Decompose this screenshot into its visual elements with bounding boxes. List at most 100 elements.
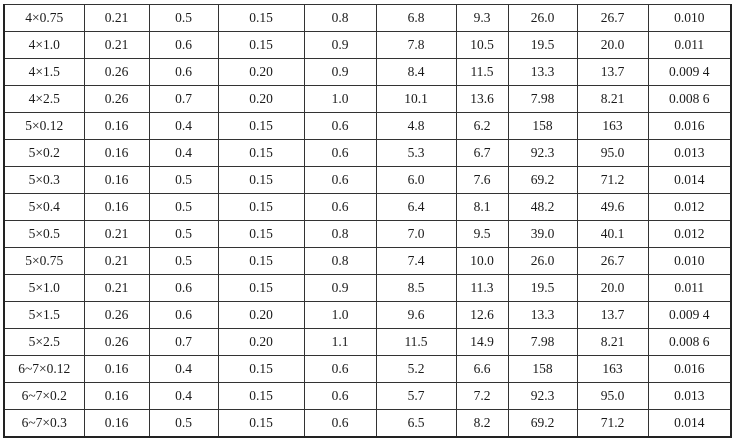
value-cell: 158: [507, 112, 578, 140]
table-row: 6~7×0.12 0.16 0.4 0.15 0.6 5.2 6.6 158 163 0.016: [3, 355, 732, 383]
value-cell: 0.6: [303, 355, 377, 383]
value-cell: 6.4: [375, 193, 457, 221]
value-cell: 11.3: [455, 274, 509, 302]
value-cell: 0.5: [148, 247, 219, 275]
value-cell: 0.009 4: [647, 58, 732, 86]
value-cell: 0.16: [83, 409, 150, 438]
value-cell: 26.7: [576, 247, 649, 275]
value-cell: 1.1: [303, 328, 377, 356]
value-cell: 7.4: [375, 247, 457, 275]
value-cell: 5.2: [375, 355, 457, 383]
value-cell: 8.21: [576, 328, 649, 356]
value-cell: 13.3: [507, 58, 578, 86]
value-cell: 0.15: [217, 382, 305, 410]
table-body: 4×0.75 0.21 0.5 0.15 0.8 6.8 9.3 26.0 26.7 0.010 4…: [3, 4, 732, 438]
value-cell: 0.5: [148, 4, 219, 32]
value-cell: 1.0: [303, 301, 377, 329]
value-cell: 0.6: [303, 139, 377, 167]
value-cell: 0.008 6: [647, 328, 732, 356]
value-cell: 0.6: [148, 31, 219, 59]
value-cell: 0.6: [148, 58, 219, 86]
table-row: 5×1.5 0.26 0.6 0.20 1.0 9.6 12.6 13.3 13.7 0.009 …: [3, 301, 732, 329]
value-cell: 92.3: [507, 382, 578, 410]
value-cell: 0.011: [647, 274, 732, 302]
value-cell: 0.5: [148, 166, 219, 194]
value-cell: 0.15: [217, 247, 305, 275]
table-row: 5×0.3 0.16 0.5 0.15 0.6 6.0 7.6 69.2 71.2 0.014: [3, 166, 732, 194]
table-row: 5×1.0 0.21 0.6 0.15 0.9 8.5 11.3 19.5 20.0 0.011: [3, 274, 732, 302]
value-cell: 0.16: [83, 139, 150, 167]
value-cell: 158: [507, 355, 578, 383]
value-cell: 0.010: [647, 4, 732, 32]
value-cell: 0.8: [303, 220, 377, 248]
value-cell: 0.7: [148, 328, 219, 356]
value-cell: 0.15: [217, 112, 305, 140]
value-cell: 71.2: [576, 409, 649, 438]
value-cell: 48.2: [507, 193, 578, 221]
value-cell: 0.5: [148, 220, 219, 248]
value-cell: 40.1: [576, 220, 649, 248]
value-cell: 0.16: [83, 112, 150, 140]
value-cell: 0.6: [148, 274, 219, 302]
spec-cell: 5×0.12: [3, 112, 85, 140]
value-cell: 13.7: [576, 58, 649, 86]
value-cell: 0.8: [303, 4, 377, 32]
value-cell: 6.5: [375, 409, 457, 438]
value-cell: 0.014: [647, 409, 732, 438]
value-cell: 0.26: [83, 328, 150, 356]
table-row: 6~7×0.3 0.16 0.5 0.15 0.6 6.5 8.2 69.2 71.2 0.014: [3, 409, 732, 438]
value-cell: 0.16: [83, 166, 150, 194]
value-cell: 13.6: [455, 85, 509, 113]
value-cell: 49.6: [576, 193, 649, 221]
spec-cell: 5×1.5: [3, 301, 85, 329]
value-cell: 9.3: [455, 4, 509, 32]
value-cell: 11.5: [375, 328, 457, 356]
value-cell: 19.5: [507, 31, 578, 59]
value-cell: 7.98: [507, 328, 578, 356]
value-cell: 0.15: [217, 274, 305, 302]
value-cell: 0.9: [303, 58, 377, 86]
value-cell: 7.8: [375, 31, 457, 59]
value-cell: 10.1: [375, 85, 457, 113]
spec-cell: 5×0.4: [3, 193, 85, 221]
spec-cell: 5×0.75: [3, 247, 85, 275]
value-cell: 0.15: [217, 31, 305, 59]
value-cell: 0.008 6: [647, 85, 732, 113]
value-cell: 10.5: [455, 31, 509, 59]
value-cell: 0.15: [217, 139, 305, 167]
value-cell: 0.9: [303, 274, 377, 302]
table-row: 4×2.5 0.26 0.7 0.20 1.0 10.1 13.6 7.98 8.21 0.008…: [3, 85, 732, 113]
table-row: 6~7×0.2 0.16 0.4 0.15 0.6 5.7 7.2 92.3 95.0 0.013: [3, 382, 732, 410]
value-cell: 0.4: [148, 382, 219, 410]
value-cell: 6.7: [455, 139, 509, 167]
value-cell: 0.5: [148, 409, 219, 438]
value-cell: 19.5: [507, 274, 578, 302]
value-cell: 39.0: [507, 220, 578, 248]
value-cell: 69.2: [507, 409, 578, 438]
value-cell: 8.5: [375, 274, 457, 302]
value-cell: 5.3: [375, 139, 457, 167]
value-cell: 8.4: [375, 58, 457, 86]
value-cell: 0.013: [647, 139, 732, 167]
spec-cell: 5×0.3: [3, 166, 85, 194]
spec-cell: 6~7×0.3: [3, 409, 85, 438]
spec-cell: 4×1.5: [3, 58, 85, 86]
value-cell: 0.009 4: [647, 301, 732, 329]
value-cell: 0.15: [217, 193, 305, 221]
value-cell: 0.6: [303, 112, 377, 140]
value-cell: 0.8: [303, 247, 377, 275]
value-cell: 0.21: [83, 4, 150, 32]
value-cell: 71.2: [576, 166, 649, 194]
value-cell: 6.0: [375, 166, 457, 194]
value-cell: 0.26: [83, 301, 150, 329]
value-cell: 95.0: [576, 382, 649, 410]
value-cell: 0.26: [83, 85, 150, 113]
table-row: 5×0.12 0.16 0.4 0.15 0.6 4.8 6.2 158 163 0.016: [3, 112, 732, 140]
table-row: 4×1.5 0.26 0.6 0.20 0.9 8.4 11.5 13.3 13.7 0.009 …: [3, 58, 732, 86]
value-cell: 0.010: [647, 247, 732, 275]
value-cell: 0.26: [83, 58, 150, 86]
value-cell: 95.0: [576, 139, 649, 167]
value-cell: 0.21: [83, 274, 150, 302]
value-cell: 9.5: [455, 220, 509, 248]
value-cell: 0.6: [303, 166, 377, 194]
